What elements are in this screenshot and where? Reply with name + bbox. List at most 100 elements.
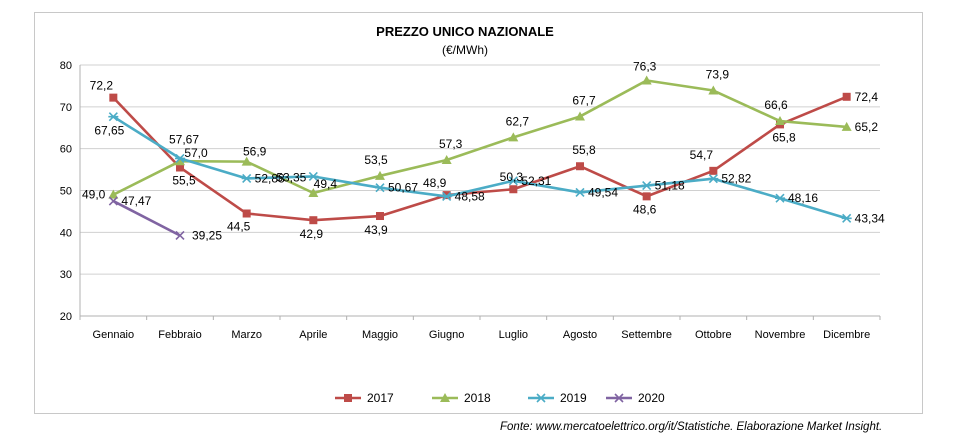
data-label-2018: 57,3 [439,137,463,151]
data-point-2019 [708,174,719,184]
data-point-2018 [508,132,519,142]
data-label-2017: 43,9 [364,223,388,237]
data-label-2018: 76,3 [633,59,657,73]
data-label-2019: 50,67 [388,181,418,195]
data-label-2019: 51,18 [655,179,685,193]
data-point-2017 [709,166,718,175]
x-tick-label: Ottobre [695,329,732,341]
y-tick-label: 40 [60,227,72,239]
data-label-2018: 73,9 [706,68,730,82]
series-line-2017 [112,95,848,222]
data-point-2018 [641,75,652,85]
x-tick-label: Luglio [499,329,528,341]
data-label-2019: 52,88 [255,171,285,185]
data-label-2019: 48,58 [455,189,485,203]
data-label-2019: 57,67 [169,132,199,146]
data-point-2018 [375,170,385,180]
data-label-2018: 56,9 [243,145,267,159]
data-label-2019: 43,34 [855,211,885,225]
data-label-2020: 39,25 [192,228,222,242]
data-point-2018 [175,156,185,166]
data-label-2017: 55,8 [572,143,596,157]
legend-marker-2019 [536,393,546,403]
data-label-2019: 67,65 [94,124,124,138]
data-point-2020 [175,230,185,241]
data-label-2017: 55,5 [172,173,196,187]
data-point-2019 [308,171,319,182]
series-line-2020 [112,199,181,237]
data-point-2019 [775,193,785,203]
data-point-2019 [575,187,585,197]
data-label-2017: 72,2 [90,79,114,93]
data-point-2018 [575,111,585,121]
data-point-2018 [108,189,119,199]
y-tick-label: 80 [60,60,72,72]
data-label-2019: 49,54 [588,185,618,199]
data-point-2020 [108,196,118,206]
x-tick-label: Dicembre [823,329,870,341]
y-tick-label: 70 [60,102,72,114]
data-point-2019 [841,213,852,223]
y-tick-label: 60 [60,144,72,156]
legend-label-2019: 2019 [560,391,587,405]
data-point-2019 [508,176,519,186]
data-label-2019: 48,16 [788,191,818,205]
data-point-2019 [241,173,252,184]
source-note: Fonte: www.mercatoelettrico.org/it/Stati… [500,421,883,433]
chart-title: PREZZO UNICO NAZIONALE [376,24,554,39]
data-point-2019 [375,183,385,193]
data-label-2018: 49,4 [314,177,338,191]
data-point-2017 [509,185,518,194]
chart-frame: PREZZO UNICO NAZIONALE (€/MWh) 20 30 40 50 6… [34,12,923,414]
data-label-layer: 72,2 55,5 44,5 42,9 43,9 48,9 50,3 55,8 48,6 54,7… [82,59,885,242]
y-tick-label: 50 [60,186,72,198]
data-label-2017: 44,5 [227,220,251,234]
data-point-2017 [109,93,118,102]
data-point-2018 [708,85,719,95]
legend-label-2017: 2017 [367,391,394,405]
legend-marker-2017 [344,394,352,402]
data-point-2019 [108,112,119,122]
axis-layer: 20 30 40 50 60 70 80 Gennaio Febbraio Marzo Aprile… [60,60,881,341]
x-tick-label: Gennaio [93,329,135,341]
data-label-2018: 67,7 [572,93,596,107]
series-line-2019 [112,115,848,220]
data-label-2017: 48,6 [633,202,657,216]
data-point-2019 [441,191,452,202]
data-point-2018 [841,121,852,131]
data-point-2018 [241,156,252,166]
data-label-2019: 52,82 [721,172,751,186]
legend-marker-2020 [614,393,624,403]
x-tick-label: Marzo [231,329,262,341]
data-point-2019 [175,153,185,163]
data-point-2017 [842,92,851,101]
data-label-2019: 52,31 [521,174,551,188]
data-label-2017: 48,9 [423,176,447,190]
data-label-2020: 47,47 [121,194,151,208]
data-point-2017 [309,216,318,225]
data-point-2018 [441,154,452,164]
data-label-2019: 53,35 [276,170,306,184]
data-label-2017: 54,7 [690,148,714,162]
data-point-2017 [642,192,651,201]
x-tick-label: Maggio [362,329,398,341]
x-tick-label: Settembre [621,329,672,341]
data-point-2018 [775,116,785,126]
data-label-2018: 57,0 [184,146,208,160]
y-tick-label: 20 [60,311,72,323]
data-label-2018: 53,5 [364,153,388,167]
y-tick-label: 30 [60,269,72,281]
chart-subtitle: (€/MWh) [442,43,488,57]
data-label-2017: 42,9 [300,227,324,241]
legend-marker-2018 [440,393,450,402]
legend: 2017 2018 2019 2020 [335,391,665,405]
data-point-2019 [641,180,652,191]
data-point-2017 [442,191,451,200]
chart-svg: PREZZO UNICO NAZIONALE (€/MWh) 20 30 40 50 6… [60,24,885,405]
legend-label-2018: 2018 [464,391,491,405]
data-label-2018: 65,2 [855,120,879,134]
series-line-2018 [112,79,847,196]
data-point-2017 [176,163,184,172]
data-label-2018: 49,0 [82,188,106,202]
data-point-2017 [576,162,584,171]
